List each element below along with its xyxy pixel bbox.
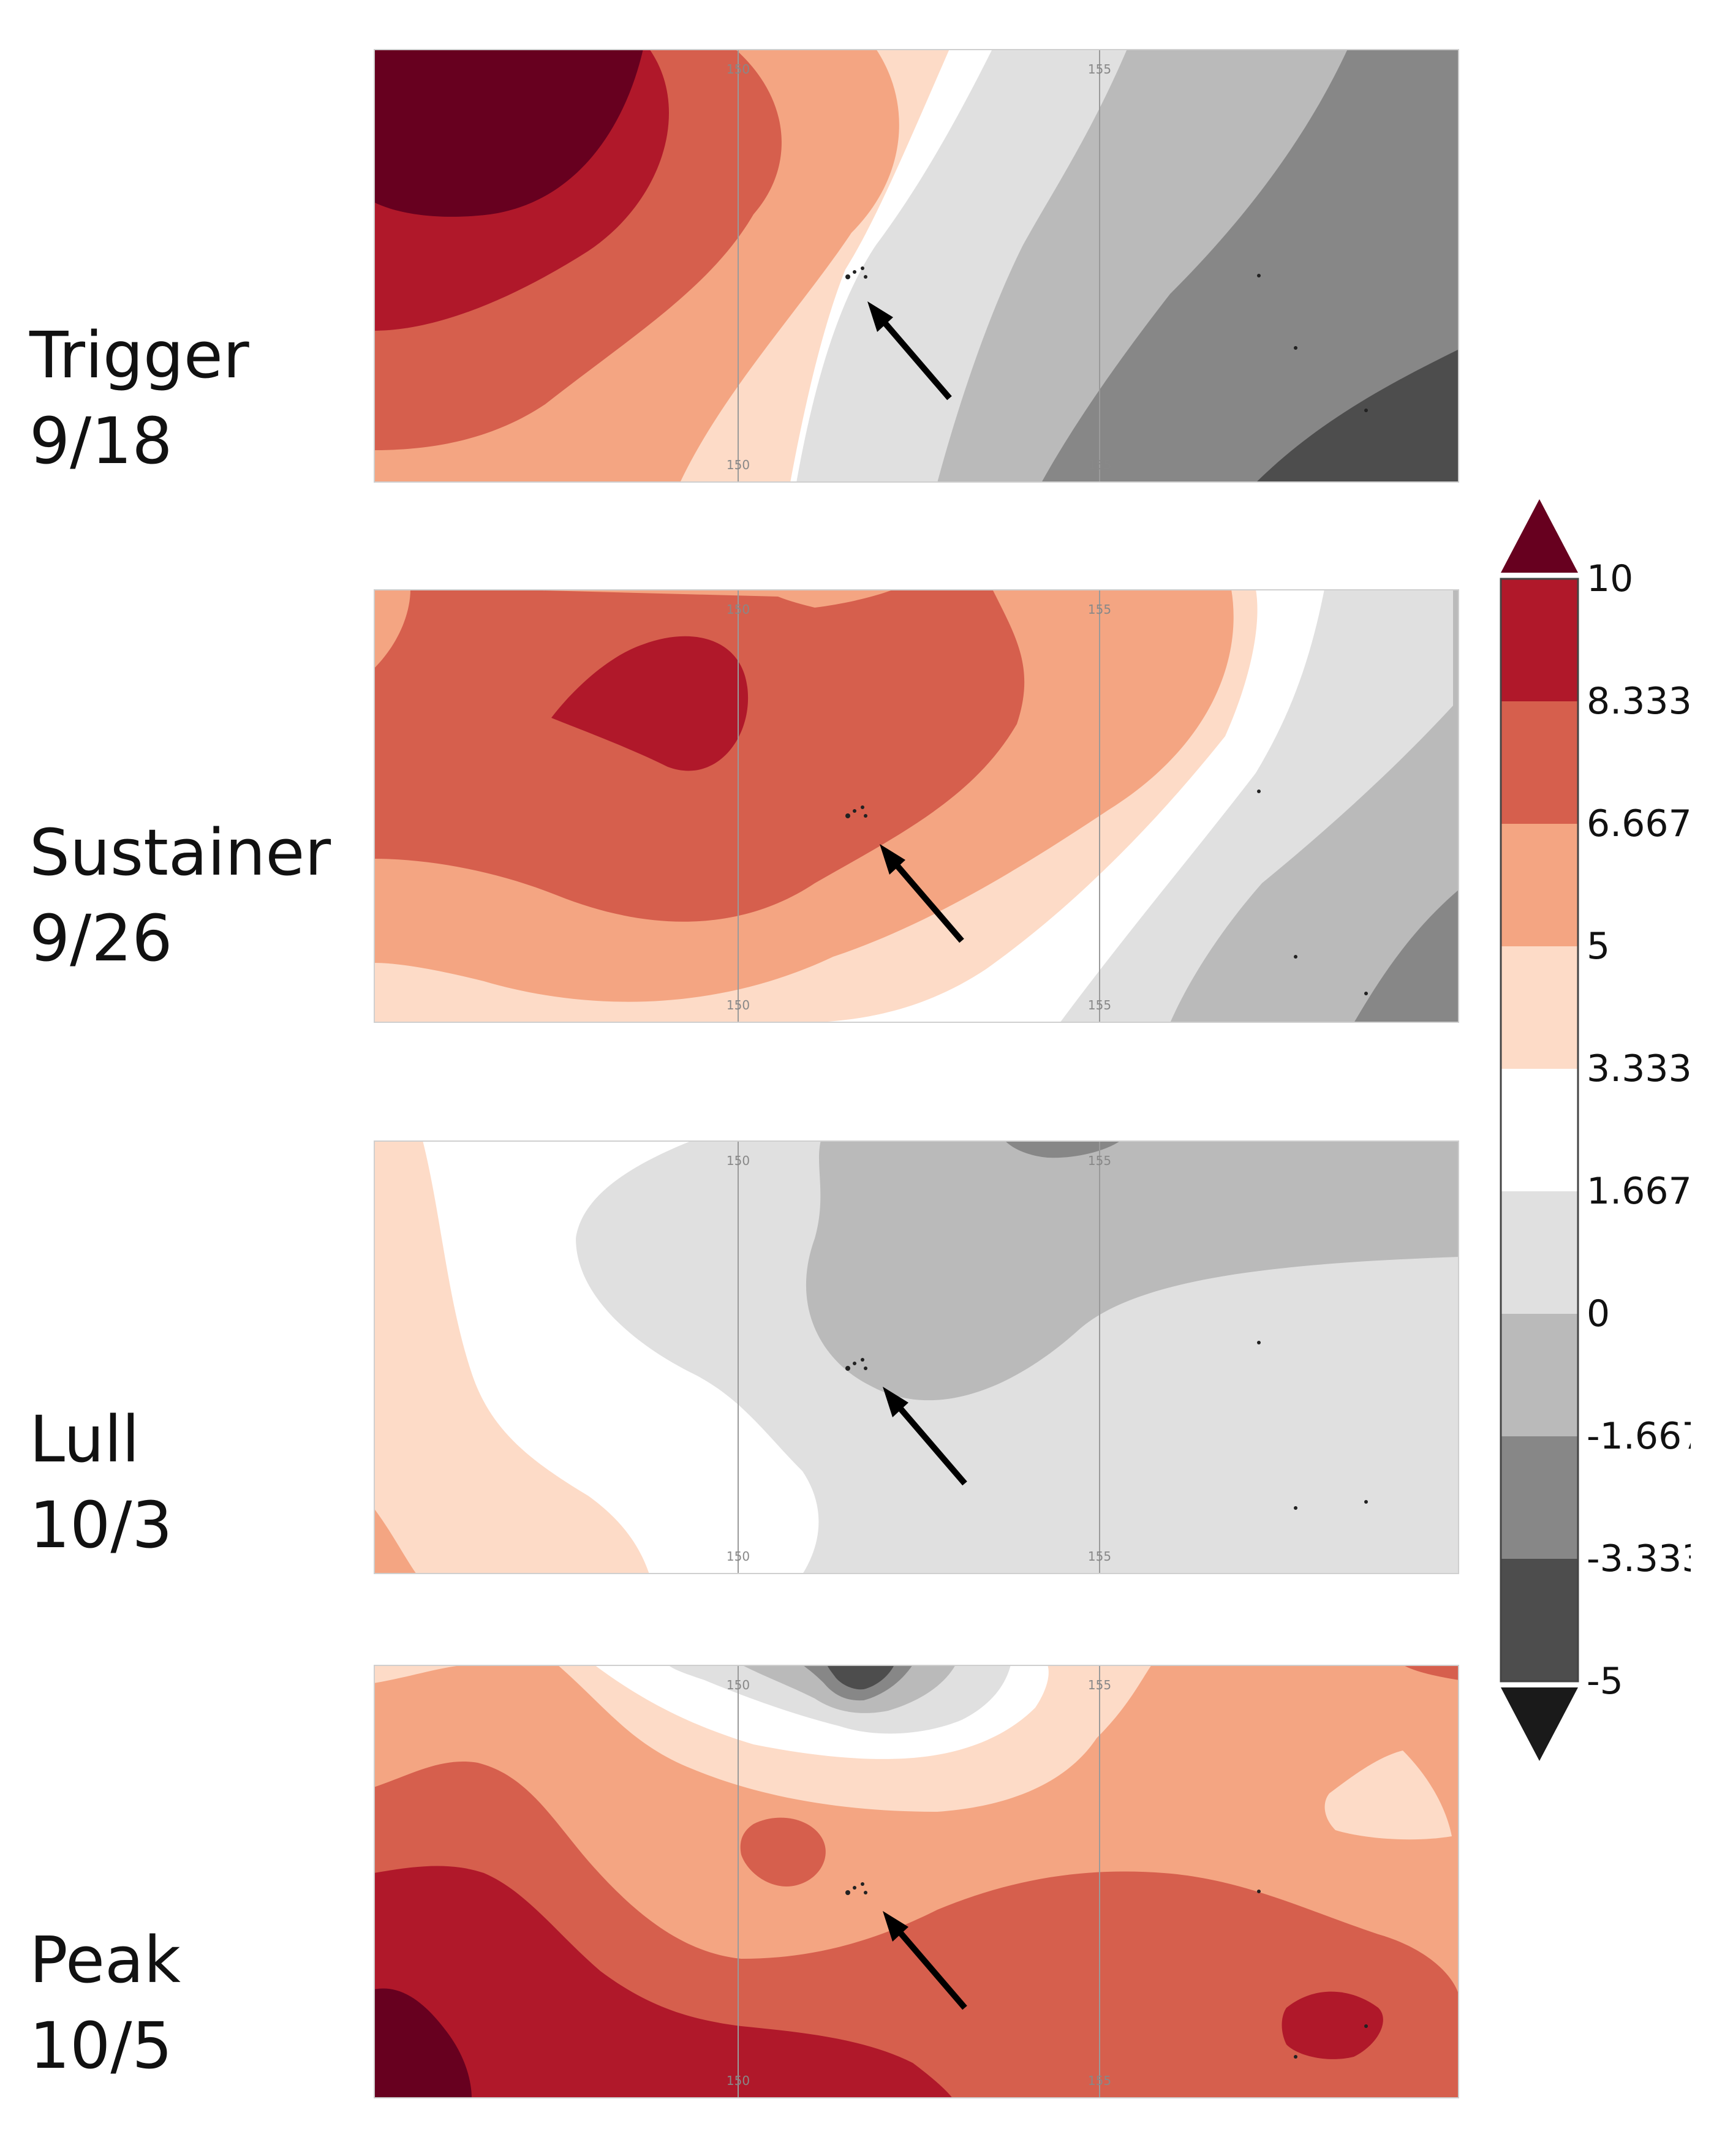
panel-title: Peak <box>29 1923 181 1997</box>
panel-title: Sustainer <box>29 815 331 890</box>
tick-top-155: 155 <box>1088 62 1111 77</box>
island-markers <box>845 790 1368 995</box>
panel-title: Lull <box>29 1402 140 1477</box>
colorbar-tick-label: 1.667 <box>1587 1170 1691 1213</box>
colorbar-extend-under <box>1501 1687 1578 1761</box>
panel-title: Trigger <box>29 318 249 393</box>
band-5-3-east <box>1324 1751 1452 1840</box>
band-minus-3-minus-5 <box>827 1665 894 1690</box>
colorbar-tick-label: 8.333 <box>1587 680 1691 723</box>
colorbar-tick-label: 10 <box>1587 557 1633 600</box>
tick-top-150: 150 <box>727 62 750 77</box>
band-6-5 <box>374 1508 417 1574</box>
band-minus-1-minus-3 <box>1005 1140 1121 1158</box>
tick-bottom-150: 150 <box>727 998 750 1012</box>
colorbar-segment <box>1501 1314 1578 1436</box>
map-frame <box>374 49 1459 483</box>
island-markers <box>845 1882 1368 2059</box>
island-markers <box>845 266 1368 412</box>
map-frame <box>374 1140 1459 1574</box>
band-6-5-notch <box>496 589 894 608</box>
tick-bottom-150: 150 <box>727 1549 750 1564</box>
colorbar: 10 8.333 6.667 5 3.333 1.667 0 -1.667 -3.333 -5 <box>1495 493 1691 1773</box>
band-0-minus-1 <box>806 1140 1459 1401</box>
band-10-8 <box>551 636 749 771</box>
tick-bottom-155: 155 <box>1088 458 1111 472</box>
colorbar-extend-over <box>1501 499 1578 573</box>
map-panel-trigger: 150 155 150 155 <box>374 49 1459 483</box>
panel-label-lull: Lull 10/3 <box>29 1396 173 1568</box>
colorbar-tick-label: 3.333 <box>1587 1047 1691 1090</box>
colorbar-segment <box>1501 579 1578 701</box>
island-markers <box>845 1341 1368 1510</box>
contour-map-lull: 150 155 150 155 <box>374 1140 1459 1574</box>
band-over-10 <box>374 1988 472 2098</box>
band-8-6-isolated <box>740 1817 826 1887</box>
panel-date: 9/18 <box>29 404 173 478</box>
tick-bottom-155: 155 <box>1088 998 1111 1012</box>
band-10-8-east <box>1282 1991 1383 2059</box>
colorbar-svg: 10 8.333 6.667 5 3.333 1.667 0 -1.667 -3.333 -5 <box>1500 499 1691 1761</box>
map-frame <box>374 589 1459 1023</box>
tick-top-155: 155 <box>1088 602 1111 617</box>
arrow <box>867 301 952 401</box>
map-panel-lull: 150 155 150 155 <box>374 1140 1459 1574</box>
contour-map-peak: 150 155 150 155 <box>374 1665 1459 2098</box>
colorbar-tick-label: 5 <box>1587 925 1610 968</box>
band-5-3-corner <box>374 1665 472 1683</box>
colorbar-tick-label: -3.333 <box>1587 1537 1691 1580</box>
tick-top-150: 150 <box>727 1678 750 1692</box>
band-8-6-corner <box>1403 1665 1459 1680</box>
colorbar-segment <box>1501 824 1578 946</box>
panel-label-peak: Peak 10/5 <box>29 1917 181 2089</box>
arrow <box>880 844 964 943</box>
band-5-3 <box>374 1140 649 1574</box>
tick-bottom-150: 150 <box>727 458 750 472</box>
colorbar-tick-label: -1.667 <box>1587 1415 1691 1458</box>
tick-top-150: 150 <box>727 1153 750 1168</box>
colorbar-segment <box>1501 946 1578 1069</box>
tick-bottom-155: 155 <box>1088 2073 1111 2088</box>
colorbar-segment <box>1501 1069 1578 1191</box>
map-panel-peak: 150 155 150 155 <box>374 1665 1459 2098</box>
colorbar-segment <box>1501 1559 1578 1681</box>
tick-bottom-155: 155 <box>1088 1549 1111 1564</box>
panel-date: 9/26 <box>29 901 173 976</box>
colorbar-segment <box>1501 1191 1578 1314</box>
contour-map-sustainer: 150 155 150 155 <box>374 589 1459 1023</box>
contour-map-trigger: 150 155 150 155 <box>374 49 1459 483</box>
tick-top-155: 155 <box>1088 1153 1111 1168</box>
colorbar-frame <box>1500 578 1579 1683</box>
map-frame <box>374 1665 1459 2098</box>
map-panel-sustainer: 150 155 150 155 <box>374 589 1459 1023</box>
tick-top-155: 155 <box>1088 1678 1111 1692</box>
arrow <box>883 1387 967 1486</box>
tick-top-150: 150 <box>727 602 750 617</box>
colorbar-tick-label: 6.667 <box>1587 802 1691 845</box>
arrow <box>883 1911 967 2010</box>
colorbar-tick-label: -5 <box>1587 1660 1623 1703</box>
panel-date: 10/5 <box>29 2008 173 2083</box>
colorbar-tick-label: 0 <box>1587 1292 1610 1335</box>
colorbar-segment <box>1501 1436 1578 1559</box>
panel-date: 10/3 <box>29 1488 173 1562</box>
band-10-8 <box>374 1866 953 2098</box>
colorbar-segment <box>1501 701 1578 824</box>
band-over-10 <box>374 49 643 217</box>
panel-label-trigger: Trigger 9/18 <box>29 312 249 484</box>
panel-label-sustainer: Sustainer 9/26 <box>29 810 331 981</box>
tick-bottom-150: 150 <box>727 2073 750 2088</box>
